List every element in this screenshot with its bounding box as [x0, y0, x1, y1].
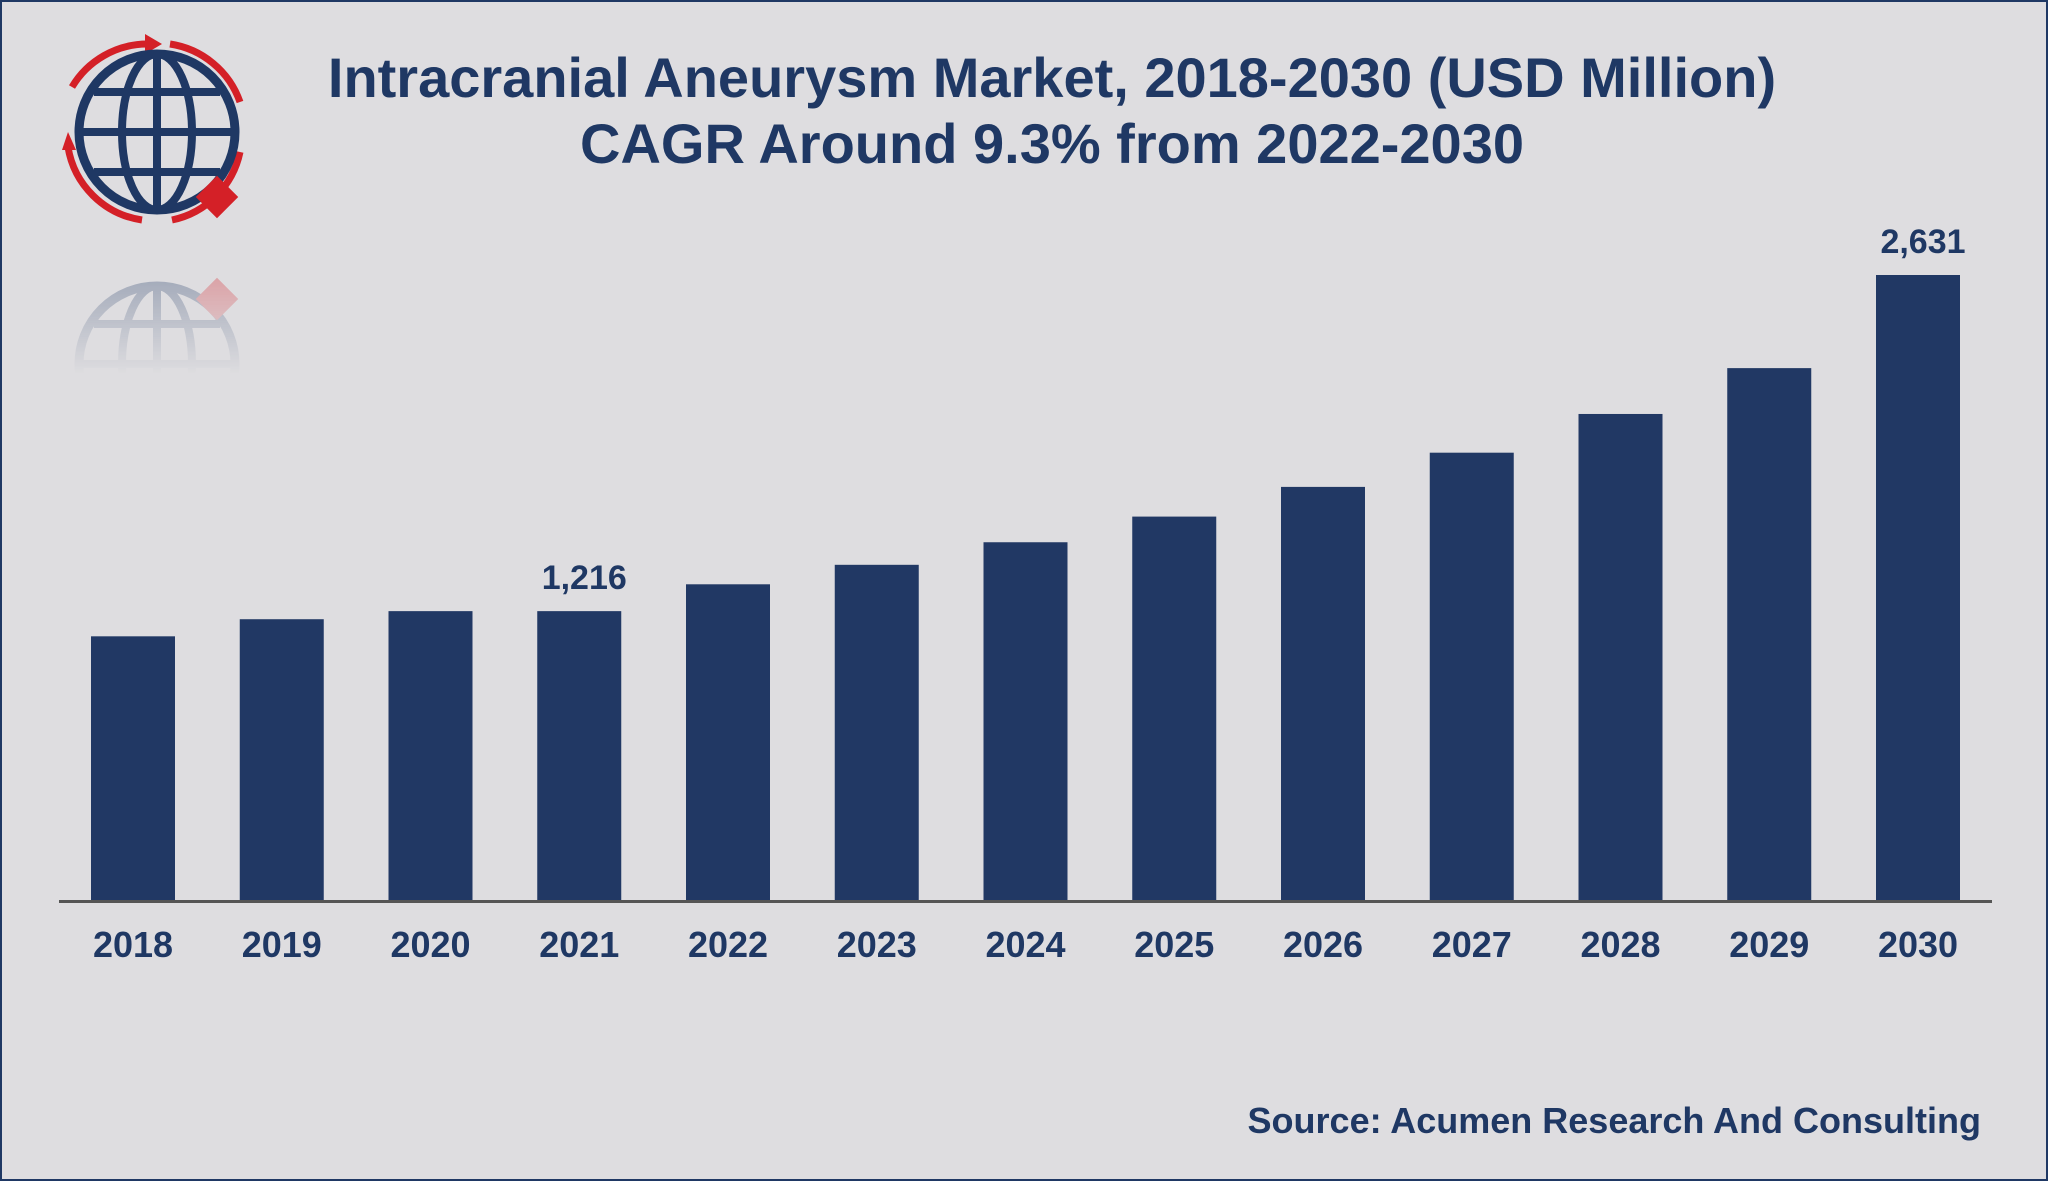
globe-logo-reflection: [68, 277, 244, 456]
chart-title: Intracranial Aneurysm Market, 2018-2030 …: [327, 46, 1777, 109]
x-tick-label: 2028: [1580, 924, 1660, 965]
bar-2030: [1876, 275, 1960, 900]
bar-2021: [537, 611, 622, 900]
data-label-2030: 2,631: [1880, 223, 1965, 261]
data-label-2021: 1,216: [542, 559, 627, 597]
bar-2019: [239, 619, 324, 900]
source-note: Source: Acumen Research And Consulting: [1247, 1100, 1981, 1141]
bar-2027: [1429, 452, 1514, 900]
chart-subtitle: CAGR Around 9.3% from 2022-2030: [580, 112, 1524, 175]
x-tick-label: 2018: [93, 924, 173, 965]
bar-2025: [1132, 516, 1217, 900]
x-tick-label: 2029: [1729, 924, 1809, 965]
bar-2020: [388, 611, 473, 900]
bar-2022: [686, 584, 770, 900]
x-tick-label: 2019: [242, 924, 322, 965]
x-tick-label: 2025: [1134, 924, 1214, 965]
globe-logo-icon: [62, 34, 244, 224]
bar-2024: [983, 542, 1068, 900]
bar-2029: [1727, 368, 1812, 900]
x-tick-label: 2023: [837, 924, 917, 965]
bar-2026: [1281, 486, 1365, 900]
bar-2018: [91, 636, 175, 900]
x-tick-label: 2024: [985, 924, 1065, 965]
x-tick-label: 2022: [688, 924, 768, 965]
x-tick-label: 2021: [539, 924, 619, 965]
bar-2023: [834, 564, 919, 900]
bar-2028: [1578, 413, 1663, 900]
x-tick-label: 2020: [390, 924, 470, 965]
x-tick-label: 2027: [1432, 924, 1512, 965]
x-tick-label: 2026: [1283, 924, 1363, 965]
x-tick-label: 2030: [1878, 924, 1958, 965]
